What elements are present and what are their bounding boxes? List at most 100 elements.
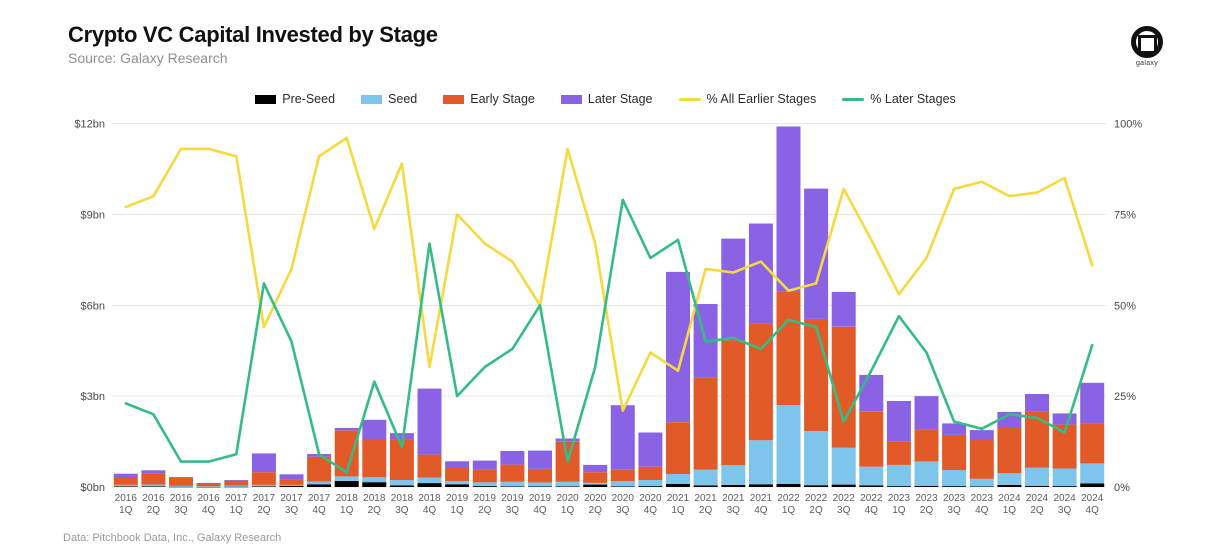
bar-segment-seed <box>886 464 911 487</box>
bar-segment-later-stage <box>859 374 884 412</box>
bar-segment-pre-seed <box>859 485 884 487</box>
x-axis-tick: 2023 1Q <box>888 493 911 516</box>
bar-segment-later-stage <box>1052 413 1077 425</box>
bar-segment-later-stage <box>969 430 994 440</box>
x-axis-tick: 2021 4Q <box>750 493 773 516</box>
bar-segment-early-stage <box>196 483 221 487</box>
bar-segment-seed <box>472 482 497 487</box>
line-all-earlier-stages <box>124 136 1094 413</box>
x-axis-tick: 2023 4Q <box>971 493 994 516</box>
bar-segment-pre-seed <box>610 486 635 487</box>
bar-segment-pre-seed <box>196 486 221 488</box>
bar-segment-seed <box>196 486 221 487</box>
bar-segment-early-stage <box>997 427 1022 474</box>
bar-segment-early-stage <box>528 468 552 483</box>
bar-segment-later-stage <box>638 432 663 467</box>
pre-seed-swatch-icon <box>255 94 277 104</box>
bar-segment-early-stage <box>583 472 608 483</box>
legend-item-seed: Seed <box>361 92 417 106</box>
x-axis-tick: 2024 2Q <box>1026 493 1049 516</box>
bar-segment-early-stage <box>942 434 967 470</box>
bar-segment-seed <box>721 465 746 485</box>
bar-segment-later-stage <box>721 238 746 341</box>
bar-segment-early-stage <box>969 439 994 479</box>
source-subtitle: Source: Galaxy Research <box>68 50 228 66</box>
later-stages-swatch-icon <box>842 97 865 101</box>
bar-segment-seed <box>141 484 166 487</box>
galaxy-logo-icon <box>1131 26 1163 58</box>
legend-label: % All Earlier Stages <box>706 92 817 106</box>
bar-segment-seed <box>279 484 304 486</box>
x-axis-tick: 2022 3Q <box>833 493 856 516</box>
x-axis-tick: 2018 4Q <box>418 493 441 516</box>
bar-segment-pre-seed <box>1052 486 1077 487</box>
bar-segment-early-stage <box>721 340 746 466</box>
bar-segment-seed <box>113 484 138 487</box>
bar-segment-later-stage <box>500 451 525 465</box>
bar-segment-seed <box>1052 468 1077 487</box>
bar-segment-pre-seed <box>997 484 1022 487</box>
legend-label: Seed <box>388 92 418 106</box>
bar-segment-pre-seed <box>334 480 359 487</box>
y-axis-right-tick: 0% <box>1114 482 1130 494</box>
bar-segment-later-stage <box>224 480 249 481</box>
early-stage-swatch-icon <box>443 94 465 104</box>
bar-segment-pre-seed <box>721 484 746 487</box>
x-axis-tick: 2024 1Q <box>998 493 1021 516</box>
x-axis-tick: 2019 3Q <box>501 493 524 516</box>
bar-segment-early-stage <box>417 454 442 478</box>
bar-segment-early-stage <box>362 439 387 478</box>
bar-segment-pre-seed <box>389 485 414 487</box>
legend-item-early-stage: Early Stage <box>443 92 535 106</box>
bar-segment-pre-seed <box>693 485 718 487</box>
x-axis-tick: 2019 1Q <box>446 493 469 516</box>
x-axis-tick: 2016 1Q <box>115 493 138 516</box>
bar-segment-early-stage <box>251 472 276 485</box>
bar-segment-pre-seed <box>914 485 939 487</box>
bar-segment-seed <box>1025 467 1049 486</box>
x-axis-tick: 2023 3Q <box>943 493 966 516</box>
bar-segment-seed <box>500 481 525 487</box>
bar-segment-seed <box>914 461 939 486</box>
bar-segment-pre-seed <box>969 486 994 487</box>
y-axis-right-tick: 25% <box>1114 391 1136 403</box>
bar-segment-seed <box>997 473 1022 485</box>
bar-segment-early-stage <box>748 323 773 441</box>
bar-segment-early-stage <box>804 318 829 431</box>
bar-segment-seed <box>417 477 442 484</box>
x-axis-tick: 2016 2Q <box>142 493 165 516</box>
legend-label: Early Stage <box>470 92 535 106</box>
x-axis-tick: 2019 2Q <box>474 493 497 516</box>
bar-segment-seed <box>610 481 635 487</box>
bar-segment-seed <box>583 482 608 485</box>
bar-segment-pre-seed <box>666 484 690 487</box>
bar-segment-later-stage <box>113 473 138 477</box>
logo-square-shape <box>1138 35 1157 54</box>
bar-segment-later-stage <box>555 438 580 442</box>
bar-segment-seed <box>969 478 994 487</box>
bar-segment-pre-seed <box>113 486 138 487</box>
bar-segment-pre-seed <box>804 485 829 487</box>
bar-segment-later-stage <box>334 427 359 431</box>
bar-segment-later-stage <box>666 271 690 423</box>
y-axis-right-tick: 75% <box>1114 209 1136 221</box>
bar-segment-pre-seed <box>251 486 276 487</box>
bar-segment-pre-seed <box>638 486 663 487</box>
bar-segment-later-stage <box>196 482 221 484</box>
x-axis-tick: 2016 3Q <box>170 493 193 516</box>
x-axis-tick: 2023 2Q <box>915 493 938 516</box>
y-axis-left-tick: $3bn <box>81 391 105 403</box>
line-later-stages <box>124 198 1094 474</box>
y-axis-left-tick: $0bn <box>81 482 105 494</box>
bar-segment-later-stage <box>914 396 939 430</box>
bar-segment-later-stage <box>748 223 773 324</box>
x-axis-tick: 2016 4Q <box>197 493 220 516</box>
bar-segment-later-stage <box>1025 394 1049 412</box>
bar-segment-seed <box>942 470 967 487</box>
x-axis-tick: 2020 2Q <box>584 493 607 516</box>
legend-item-all-earlier-stages: % All Earlier Stages <box>678 92 817 106</box>
bar-segment-early-stage <box>445 467 470 482</box>
bar-segment-later-stage <box>776 126 801 292</box>
data-credit: Data: Pitchbook Data, Inc., Galaxy Resea… <box>63 532 282 544</box>
bar-segment-pre-seed <box>555 486 580 487</box>
